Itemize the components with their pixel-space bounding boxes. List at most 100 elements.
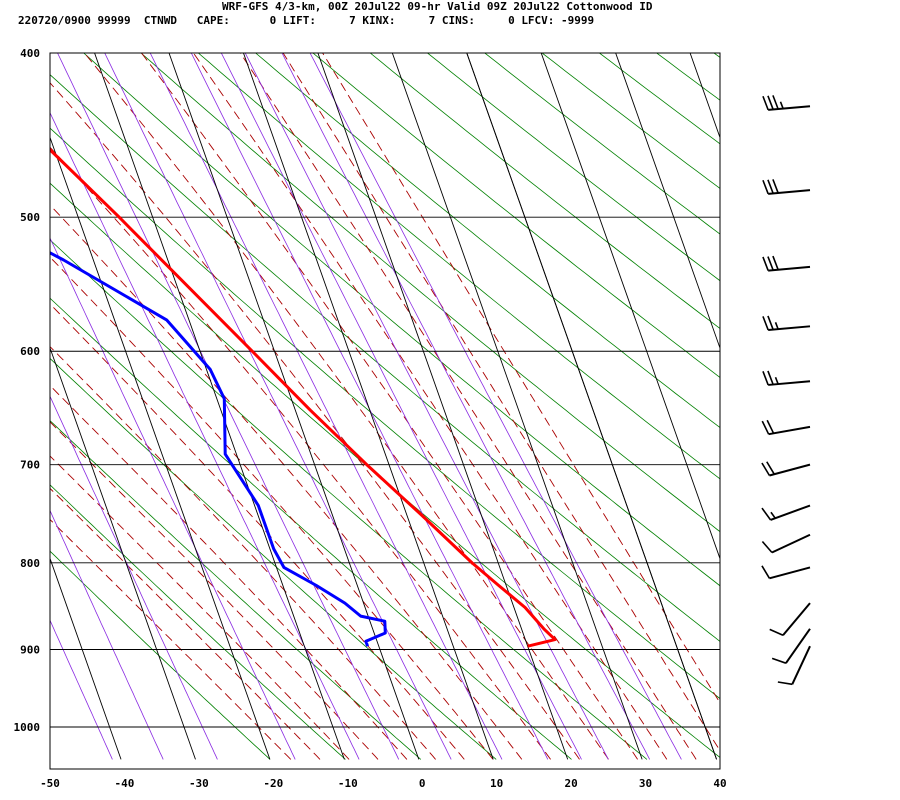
barb-feather	[761, 565, 771, 579]
barb-feather	[772, 255, 779, 270]
barb-staff	[791, 645, 811, 685]
x-tick-label: -50	[40, 777, 60, 790]
barb-staff	[785, 628, 811, 664]
x-tick-label: -30	[189, 777, 209, 790]
moist-adiabat	[282, 53, 720, 752]
dewpoint-trace	[50, 251, 387, 647]
y-tick-label: 500	[20, 211, 40, 224]
x-tick-label: 0	[419, 777, 426, 790]
barb-feather	[762, 95, 769, 111]
isotherm	[168, 53, 420, 760]
barb-feather	[761, 462, 771, 476]
isotherm	[761, 44, 900, 760]
wind-barb	[761, 533, 811, 554]
dry-adiabat	[312, 53, 720, 378]
y-tick-label: 800	[20, 557, 40, 570]
barb-staff	[782, 602, 811, 636]
isotherm	[317, 53, 569, 760]
barb-staff	[769, 463, 811, 477]
barb-staff	[768, 189, 811, 195]
dry-adiabat	[140, 53, 720, 533]
barb-feather	[766, 419, 775, 434]
barb-feather	[762, 371, 769, 386]
y-tick-label: 400	[20, 47, 40, 60]
moist-adiabat	[50, 303, 465, 760]
wind-barb	[761, 504, 811, 521]
barb-feather	[767, 315, 774, 330]
barb-feather	[762, 316, 769, 331]
isotherm	[540, 53, 720, 560]
mixing-ratio-line	[50, 111, 360, 760]
barb-feather	[769, 628, 784, 637]
dry-adiabat	[50, 127, 720, 700]
barb-feather	[766, 461, 775, 475]
mixing-ratio-line	[104, 53, 452, 760]
y-tick-label: 900	[20, 643, 40, 656]
dry-adiabat	[254, 53, 720, 429]
barb-feather	[767, 256, 774, 271]
barb-feather	[762, 179, 769, 195]
isotherm	[94, 53, 345, 760]
moist-adiabat	[50, 345, 436, 760]
barb-half-feather	[770, 511, 776, 519]
moist-adiabat	[140, 53, 638, 760]
barb-half-feather	[774, 376, 779, 385]
dry-adiabat	[369, 53, 720, 330]
mixing-ratio-line	[309, 53, 682, 760]
moist-adiabat	[50, 204, 523, 760]
barb-feather	[777, 681, 793, 686]
barb-feather	[762, 256, 769, 271]
y-tick-label: 1000	[14, 721, 41, 734]
barb-half-feather	[779, 101, 784, 109]
moist-adiabat	[239, 53, 697, 760]
barb-feather	[772, 95, 779, 110]
wind-barbs	[761, 95, 811, 686]
isotherm	[391, 53, 643, 760]
moist-adiabat	[50, 82, 580, 760]
moist-adiabat	[83, 53, 609, 760]
wind-barb	[769, 602, 811, 637]
barb-feather	[772, 179, 779, 194]
mixing-ratio-line	[50, 395, 218, 760]
x-tick-label: 20	[564, 777, 577, 790]
dry-adiabat	[50, 239, 648, 760]
y-tick-label: 600	[20, 345, 40, 358]
barb-staff	[771, 533, 811, 554]
mixing-ratio-line	[50, 619, 113, 760]
traces	[50, 147, 557, 648]
moist-adiabat	[50, 146, 551, 760]
x-tick-label: -10	[338, 777, 358, 790]
dry-adiabat	[50, 297, 572, 760]
barb-staff	[768, 105, 811, 111]
barb-staff	[770, 504, 811, 521]
barb-feather	[767, 370, 774, 385]
wind-barb	[761, 565, 811, 580]
barb-staff	[768, 380, 811, 386]
moist-adiabat	[322, 53, 720, 704]
barb-feather	[767, 95, 774, 110]
dry-adiabat	[50, 550, 271, 760]
y-tick-label: 700	[20, 459, 40, 472]
wind-barb	[777, 645, 811, 686]
isotherm	[615, 53, 720, 350]
dry-adiabat	[873, 44, 900, 760]
moist-adiabat	[50, 455, 350, 760]
isotherm	[50, 346, 196, 760]
moist-adiabat	[192, 53, 668, 760]
mixing-ratio-line	[190, 53, 549, 760]
tick-labels: 400 500 600 700 800 900 1000 -50 -40 -30 -20 -10 0 10…	[14, 47, 727, 790]
barb-half-feather	[774, 322, 779, 330]
moist-adiabat	[50, 421, 379, 760]
dry-adiabat	[83, 53, 720, 587]
mixing-ratio-line	[149, 53, 503, 760]
wind-barb	[762, 179, 811, 195]
moist-adiabat	[50, 518, 292, 760]
dry-adiabat	[541, 53, 720, 189]
barb-feather	[761, 540, 773, 554]
barb-feather	[761, 507, 772, 521]
wind-barb	[762, 255, 811, 272]
station-indices-line: 220720/0900 99999 CTNWD CAPE: 0 LIFT: 7 …	[18, 14, 595, 27]
x-tick-label: 30	[639, 777, 652, 790]
wind-barb	[761, 419, 811, 436]
